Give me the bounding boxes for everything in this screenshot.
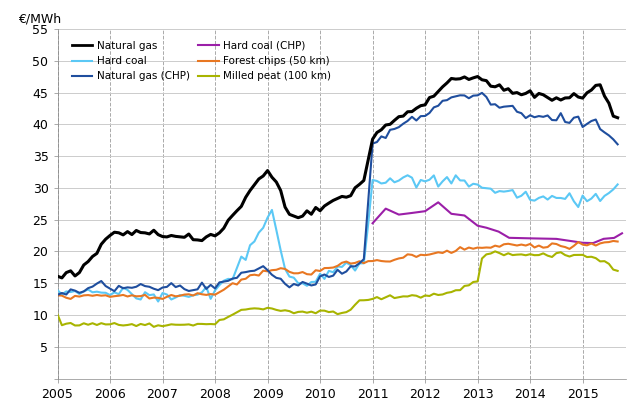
Text: €/MWh: €/MWh [18, 12, 61, 26]
Legend: Natural gas, Hard coal, Natural gas (CHP), Hard coal (CHP), Forest chips (50 km): Natural gas, Hard coal, Natural gas (CHP… [68, 38, 334, 84]
